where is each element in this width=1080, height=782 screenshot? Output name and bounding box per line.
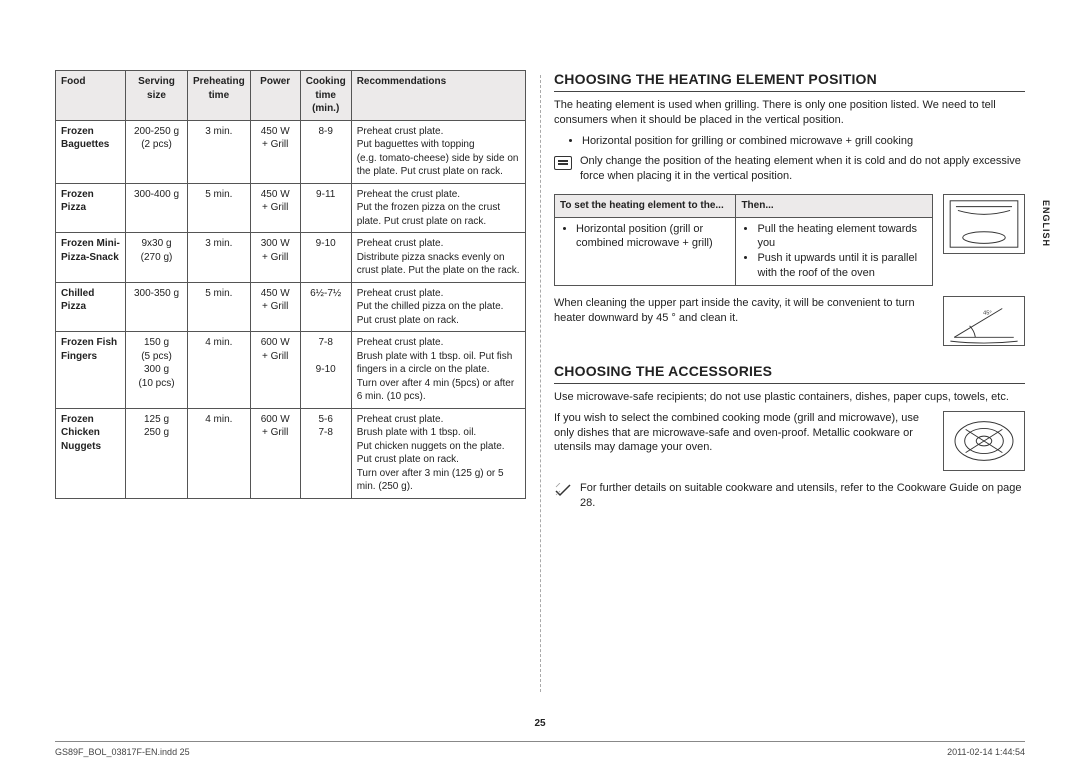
turntable-illustration xyxy=(943,411,1025,471)
column-divider xyxy=(540,75,541,692)
cell-position-bullet: Horizontal position (grill or combined m… xyxy=(576,222,730,252)
table-cell: 9-10 xyxy=(300,233,351,283)
th-time: Cooking time (min.) xyxy=(300,71,351,121)
table-row: Frozen Mini-Pizza-Snack9x30 g (270 g)3 m… xyxy=(56,233,526,283)
table-cell: 450 W + Grill xyxy=(250,183,300,233)
bullet-horizontal: Horizontal position for grilling or comb… xyxy=(582,134,1025,149)
table-cell: 7-8 9-10 xyxy=(300,332,351,409)
table-cell: Preheat crust plate. Brush plate with 1 … xyxy=(351,332,525,409)
th-preheat: Preheating time xyxy=(188,71,251,121)
table-cell: Chilled Pizza xyxy=(56,282,126,332)
cell-then: Pull the heating element towards you Pus… xyxy=(736,217,933,285)
cleaning-text: When cleaning the upper part inside the … xyxy=(554,296,933,326)
right-column: CHOOSING THE HEATING ELEMENT POSITION Th… xyxy=(554,70,1025,752)
table-cell: 9x30 g (270 g) xyxy=(126,233,188,283)
table-row: Chilled Pizza300-350 g5 min.450 W + Gril… xyxy=(56,282,526,332)
cell-then-bullet2: Push it upwards until it is parallel wit… xyxy=(757,251,927,281)
accessories-p1: Use microwave-safe recipients; do not us… xyxy=(554,390,1025,405)
info-icon xyxy=(554,483,572,497)
table-cell: 8-9 xyxy=(300,120,351,183)
heating-intro: The heating element is used when grillin… xyxy=(554,98,1025,128)
table-cell: Preheat crust plate. Put the chilled piz… xyxy=(351,282,525,332)
table-row: Frozen Fish Fingers150 g (5 pcs) 300 g (… xyxy=(56,332,526,409)
table-cell: Preheat the crust plate. Put the frozen … xyxy=(351,183,525,233)
table-cell: Frozen Fish Fingers xyxy=(56,332,126,409)
table-cell: 6½-7½ xyxy=(300,282,351,332)
table-cell: Preheat crust plate. Brush plate with 1 … xyxy=(351,408,525,498)
table-cell: Frozen Chicken Nuggets xyxy=(56,408,126,498)
table-cell: 600 W + Grill xyxy=(250,408,300,498)
info-text: For further details on suitable cookware… xyxy=(580,481,1025,511)
table-cell: Preheat crust plate. Distribute pizza sn… xyxy=(351,233,525,283)
table-cell: 125 g 250 g xyxy=(126,408,188,498)
cell-position: Horizontal position (grill or combined m… xyxy=(555,217,736,285)
table-cell: Frozen Mini-Pizza-Snack xyxy=(56,233,126,283)
table-cell: 200-250 g (2 pcs) xyxy=(126,120,188,183)
footer-line xyxy=(55,741,1025,742)
th-power: Power xyxy=(250,71,300,121)
oven-interior-illustration xyxy=(943,194,1025,254)
table-cell: 600 W + Grill xyxy=(250,332,300,409)
th-rec: Recommendations xyxy=(351,71,525,121)
table-cell: Frozen Pizza xyxy=(56,183,126,233)
table-row: Frozen Baguettes200-250 g (2 pcs)3 min.4… xyxy=(56,120,526,183)
th-then: Then... xyxy=(736,195,933,218)
cooking-table: Food Serving size Preheating time Power … xyxy=(55,70,526,499)
table-cell: 3 min. xyxy=(188,120,251,183)
table-cell: 450 W + Grill xyxy=(250,120,300,183)
cell-then-bullet1: Pull the heating element towards you xyxy=(757,222,927,252)
table-row: Frozen Chicken Nuggets125 g 250 g4 min.6… xyxy=(56,408,526,498)
th-food: Food xyxy=(56,71,126,121)
angle-45-illustration: 45° xyxy=(943,296,1025,346)
table-cell: 3 min. xyxy=(188,233,251,283)
table-cell: 5 min. xyxy=(188,282,251,332)
accessories-p2: If you wish to select the combined cooki… xyxy=(554,411,933,456)
heading-heating-position: CHOOSING THE HEATING ELEMENT POSITION xyxy=(554,70,1025,92)
heading-accessories: CHOOSING THE ACCESSORIES xyxy=(554,362,1025,384)
table-cell: 300-400 g xyxy=(126,183,188,233)
heating-element-table: To set the heating element to the... The… xyxy=(554,194,933,286)
table-cell: 150 g (5 pcs) 300 g (10 pcs) xyxy=(126,332,188,409)
table-cell: 5 min. xyxy=(188,183,251,233)
language-tab: ENGLISH xyxy=(1040,200,1052,247)
table-cell: 4 min. xyxy=(188,408,251,498)
page-number: 25 xyxy=(0,717,1080,731)
table-cell: 5-6 7-8 xyxy=(300,408,351,498)
table-cell: Preheat crust plate. Put baguettes with … xyxy=(351,120,525,183)
th-serving: Serving size xyxy=(126,71,188,121)
table-row: Frozen Pizza300-400 g5 min.450 W + Grill… xyxy=(56,183,526,233)
caution-text: Only change the position of the heating … xyxy=(580,154,1025,184)
table-cell: 300-350 g xyxy=(126,282,188,332)
left-column: Food Serving size Preheating time Power … xyxy=(55,70,526,752)
th-set-to: To set the heating element to the... xyxy=(555,195,736,218)
footer-timestamp: 2011-02-14 1:44:54 xyxy=(947,746,1025,758)
table-cell: 450 W + Grill xyxy=(250,282,300,332)
footer-filename: GS89F_BOL_03817F-EN.indd 25 xyxy=(55,746,190,758)
svg-text:45°: 45° xyxy=(983,310,992,316)
table-cell: 4 min. xyxy=(188,332,251,409)
table-cell: 9-11 xyxy=(300,183,351,233)
caution-icon xyxy=(554,156,572,170)
table-cell: Frozen Baguettes xyxy=(56,120,126,183)
table-cell: 300 W + Grill xyxy=(250,233,300,283)
